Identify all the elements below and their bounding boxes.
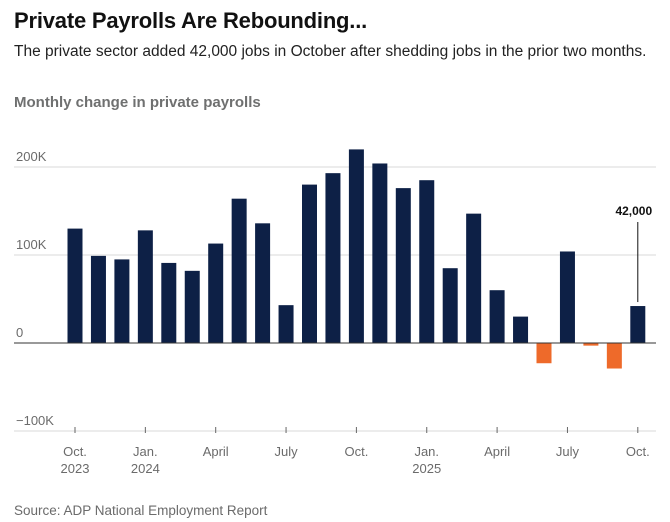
source-note: Source: ADP National Employment Report: [14, 503, 268, 518]
x-tick-label: Jan.: [414, 444, 439, 459]
bar: [231, 198, 247, 343]
x-tick-label: Jan.: [133, 444, 158, 459]
y-tick-label: 100K: [16, 237, 47, 252]
bar: [419, 180, 435, 343]
x-tick-label: July: [274, 444, 298, 459]
bar: [513, 316, 529, 343]
bar: [137, 230, 153, 343]
bar: [442, 268, 458, 343]
annotation: 42,000: [615, 204, 652, 303]
bar: [184, 270, 200, 343]
bar: [606, 343, 622, 369]
y-tick-label: 0: [16, 325, 23, 340]
bars: [67, 149, 646, 369]
bar: [395, 188, 411, 343]
annotation-label: 42,000: [615, 204, 652, 218]
bar: [583, 343, 599, 346]
x-tick-label-year: 2024: [131, 461, 160, 476]
bar: [536, 343, 552, 364]
bar: [255, 223, 271, 343]
x-tick-label: July: [556, 444, 580, 459]
bar: [90, 255, 106, 343]
chart-title: Private Payrolls Are Rebounding...: [14, 8, 368, 33]
bar: [302, 184, 317, 343]
bar: [278, 305, 294, 343]
bar-chart: 200K 100K 0 −100K Oct. 2023 Jan. 2024 April July O…: [14, 149, 656, 476]
bar: [630, 306, 646, 343]
bar: [348, 149, 364, 343]
bar: [466, 213, 482, 343]
bar: [114, 259, 130, 343]
x-tick-label: Oct.: [626, 444, 650, 459]
chart-label: Monthly change in private payrolls: [14, 94, 261, 111]
y-tick-label: −100K: [16, 413, 54, 428]
bar: [161, 262, 177, 343]
y-tick-label: 200K: [16, 149, 47, 164]
x-tick-label: April: [484, 444, 510, 459]
axis: 200K 100K 0 −100K Oct. 2023 Jan. 2024 April July O…: [14, 149, 656, 476]
bar: [67, 228, 83, 343]
bar: [325, 173, 341, 343]
bar: [372, 163, 388, 343]
x-tick-label-year: 2023: [61, 461, 90, 476]
bar: [559, 251, 575, 343]
x-tick-label: Oct.: [63, 444, 87, 459]
bar: [489, 290, 505, 343]
bar: [208, 243, 224, 343]
x-tick-label-year: 2025: [412, 461, 441, 476]
chart-subtitle: The private sector added 42,000 jobs in …: [14, 43, 647, 60]
x-tick-label: Oct.: [344, 444, 368, 459]
x-tick-label: April: [203, 444, 229, 459]
